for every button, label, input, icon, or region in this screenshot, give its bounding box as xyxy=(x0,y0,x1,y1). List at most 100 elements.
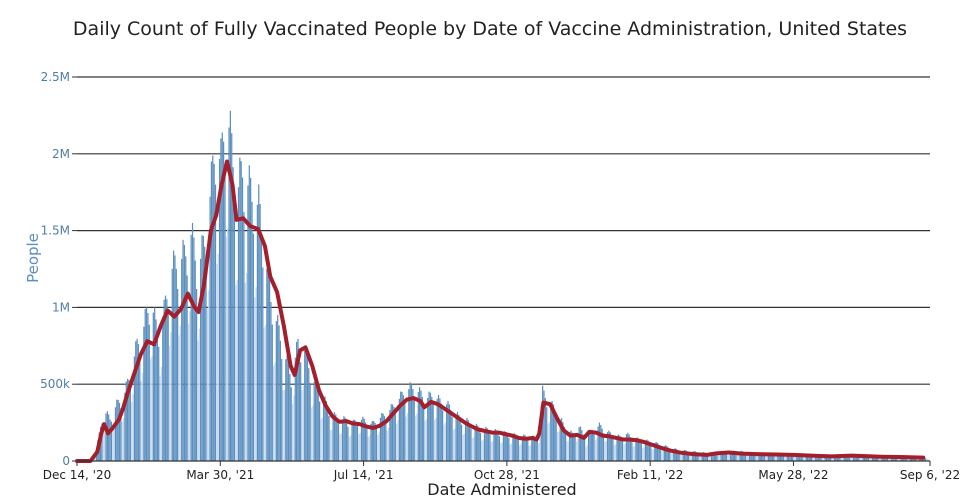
daily-bar xyxy=(650,444,652,461)
daily-bar xyxy=(797,453,799,461)
daily-bar xyxy=(736,454,738,461)
daily-bar xyxy=(620,436,622,461)
daily-bar xyxy=(145,307,148,461)
daily-bar xyxy=(879,457,882,461)
daily-bar xyxy=(290,387,292,461)
daily-bar xyxy=(732,450,734,461)
daily-bar xyxy=(271,324,273,461)
daily-bar xyxy=(706,454,709,461)
daily-bar xyxy=(131,402,133,461)
daily-bar xyxy=(281,359,283,461)
daily-bar xyxy=(421,396,423,461)
daily-bar xyxy=(237,187,240,461)
daily-bar xyxy=(463,433,465,461)
y-tick-label: 500k xyxy=(40,377,70,391)
daily-bar xyxy=(627,432,629,461)
daily-bar xyxy=(789,453,791,461)
daily-bar xyxy=(704,452,706,461)
x-tick-label: Dec 14, '20 xyxy=(43,468,112,482)
daily-bar xyxy=(122,418,125,461)
daily-bar xyxy=(857,455,859,461)
daily-bar xyxy=(400,391,402,461)
daily-bar xyxy=(406,413,409,461)
daily-bar xyxy=(323,399,325,461)
daily-bar xyxy=(642,447,644,461)
x-tick-label: Oct 28, '21 xyxy=(474,468,540,482)
daily-bar xyxy=(712,452,714,461)
daily-bar xyxy=(216,263,218,461)
daily-bar xyxy=(185,256,187,461)
daily-bar xyxy=(765,456,767,461)
daily-bar xyxy=(740,450,742,461)
daily-bar xyxy=(514,434,517,461)
daily-bar xyxy=(690,454,692,461)
daily-bar xyxy=(136,338,138,461)
daily-bar xyxy=(252,233,254,461)
daily-bar xyxy=(428,391,430,461)
daily-bar xyxy=(647,440,649,461)
daily-bar xyxy=(117,399,119,461)
daily-bar xyxy=(592,430,594,461)
daily-bar xyxy=(286,355,288,461)
daily-bar xyxy=(746,455,748,461)
daily-bar xyxy=(551,401,553,461)
daily-bar xyxy=(482,439,484,461)
daily-bar xyxy=(897,457,899,461)
daily-bar xyxy=(433,420,436,461)
daily-bar xyxy=(784,456,786,461)
daily-bar xyxy=(164,295,167,461)
daily-bar xyxy=(397,420,399,461)
daily-bar xyxy=(505,432,507,461)
daily-bar xyxy=(114,407,117,461)
daily-bar xyxy=(655,441,657,461)
x-tick-label: Jul 14, '21 xyxy=(333,468,394,482)
daily-bar xyxy=(294,357,296,461)
daily-bar xyxy=(268,279,271,461)
daily-bar xyxy=(751,452,753,461)
daily-bar xyxy=(701,452,703,461)
daily-bar xyxy=(559,419,561,461)
daily-bar xyxy=(798,453,801,461)
daily-bar xyxy=(723,451,725,461)
daily-bar xyxy=(602,433,605,461)
daily-bar xyxy=(416,413,418,461)
daily-bar xyxy=(129,384,131,461)
daily-bar xyxy=(190,234,192,461)
daily-bar xyxy=(317,391,319,461)
daily-bar xyxy=(200,258,202,461)
daily-bar xyxy=(556,431,559,461)
daily-bar xyxy=(770,453,772,461)
daily-bar xyxy=(104,427,106,461)
daily-bar xyxy=(700,455,702,461)
daily-bar xyxy=(565,432,567,461)
daily-bar xyxy=(643,447,645,461)
daily-bar xyxy=(589,430,591,461)
daily-bar xyxy=(240,161,242,461)
y-tick-label: 1.5M xyxy=(41,224,70,238)
daily-bar xyxy=(262,267,264,461)
daily-bar xyxy=(301,390,303,461)
daily-bar xyxy=(908,458,910,461)
daily-bar xyxy=(236,280,238,461)
daily-bar xyxy=(493,431,495,461)
daily-bar xyxy=(363,418,365,461)
daily-bar xyxy=(256,204,259,461)
daily-bar xyxy=(263,327,265,461)
daily-bar xyxy=(352,419,355,461)
daily-bar xyxy=(924,457,926,461)
daily-bar xyxy=(486,428,488,461)
daily-bar xyxy=(761,452,763,461)
daily-bar xyxy=(209,196,211,461)
daily-bar xyxy=(609,432,611,461)
daily-bar xyxy=(724,452,726,461)
daily-bar xyxy=(494,429,496,461)
daily-bar xyxy=(819,455,821,461)
daily-bar xyxy=(496,430,498,461)
daily-bar xyxy=(191,222,194,461)
daily-bar xyxy=(182,239,184,461)
daily-bar xyxy=(277,315,279,461)
daily-bar xyxy=(441,410,444,461)
daily-bar xyxy=(631,440,633,461)
daily-bar xyxy=(781,453,783,461)
